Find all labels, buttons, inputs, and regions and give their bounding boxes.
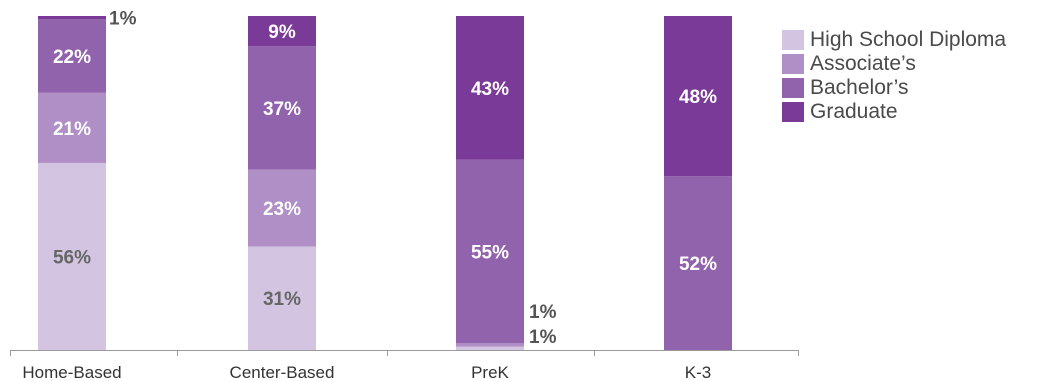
legend-swatch-high-school-diploma [782, 30, 804, 50]
data-label-home-based-high-school-diploma: 56% [53, 247, 91, 268]
bar-segment-center-based-graduate [248, 16, 316, 47]
legend-label-graduate: Graduate [810, 100, 898, 123]
x-tick-label-prek: PreK [471, 363, 509, 381]
bar-segment-prek-associate-s [456, 343, 524, 347]
legend-swatch-graduate [782, 102, 804, 122]
data-label-center-based-bachelor-s: 37% [263, 99, 301, 120]
legend-label-high-school-diploma: High School Diploma [810, 28, 1007, 51]
x-tick-label-home-based: Home-Based [22, 363, 121, 381]
bar-segment-center-based-associate-s [248, 169, 316, 247]
bar-segment-home-based-bachelor-s [38, 19, 106, 93]
legend-swatch-associates [782, 54, 804, 74]
data-label-home-based-associate-s: 21% [53, 119, 91, 140]
bar-segment-prek-graduate [456, 16, 524, 160]
bar-segment-home-based-associate-s [38, 92, 106, 163]
data-label-center-based-high-school-diploma: 31% [263, 289, 301, 310]
data-label-prek-bachelor-s: 55% [471, 242, 509, 263]
legend-swatch-bachelors [782, 78, 804, 98]
data-label-home-based-graduate: 1% [109, 9, 137, 30]
bar-segment-prek-high-school-diploma [456, 346, 524, 350]
bar-segment-k-3-bachelor-s [664, 176, 732, 350]
data-label-k-3-bachelor-s: 52% [679, 254, 717, 275]
x-tick-label-center-based: Center-Based [230, 363, 335, 381]
data-label-home-based-bachelor-s: 22% [53, 47, 91, 68]
bar-segment-home-based-high-school-diploma [38, 162, 106, 350]
data-label-prek-high-school-diploma: 1% [529, 327, 557, 348]
legend-item-high-school-diploma: High School Diploma [782, 28, 1006, 52]
bar-segment-center-based-high-school-diploma [248, 246, 316, 350]
data-label-center-based-graduate: 9% [268, 22, 296, 43]
x-tick-label-k-3: K-3 [685, 363, 711, 381]
bar-segment-k-3-graduate [664, 16, 732, 177]
legend: High School Diploma Associate’s Bachelor… [782, 28, 1006, 124]
data-label-k-3-graduate: 48% [679, 87, 717, 108]
legend-item-bachelors: Bachelor’s [782, 76, 1006, 100]
legend-item-associates: Associate’s [782, 52, 1006, 76]
bar-segment-home-based-graduate [38, 16, 106, 20]
legend-label-associates: Associate’s [810, 52, 916, 75]
data-label-prek-associate-s: 1% [529, 302, 557, 323]
bar-segment-center-based-bachelor-s [248, 46, 316, 170]
bar-segment-prek-bachelor-s [456, 159, 524, 344]
legend-label-bachelors: Bachelor’s [810, 76, 909, 99]
data-label-prek-graduate: 43% [471, 79, 509, 100]
data-label-center-based-associate-s: 23% [263, 199, 301, 220]
legend-item-graduate: Graduate [782, 100, 1006, 124]
